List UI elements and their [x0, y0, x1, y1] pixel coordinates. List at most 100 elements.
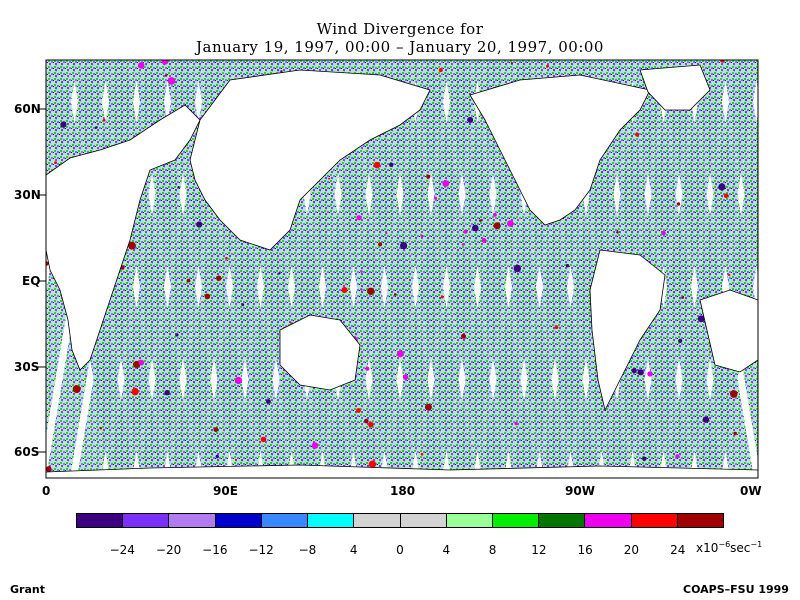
divergence-spot — [637, 369, 644, 376]
divergence-spot — [493, 222, 501, 230]
colorbar-swatch-2 — [169, 514, 216, 527]
colorbar-tick-label: 24 — [670, 543, 686, 557]
divergence-spot — [642, 456, 647, 461]
divergence-spot — [467, 116, 474, 123]
landmass-africa-europe — [46, 104, 201, 371]
divergence-spot — [396, 350, 404, 358]
divergence-spot — [360, 288, 363, 291]
colorbar-tick-label: −16 — [202, 543, 228, 557]
lat-ticks — [38, 108, 46, 453]
divergence-spot — [186, 278, 191, 283]
lon-label-180: 180 — [390, 484, 416, 498]
satellite-swath — [356, 60, 450, 478]
divergence-spot — [676, 202, 681, 206]
divergence-spot — [46, 466, 52, 472]
divergence-spot — [733, 431, 737, 436]
divergence-spot — [510, 62, 513, 65]
divergence-spot — [138, 62, 145, 69]
divergence-spot — [718, 183, 726, 191]
divergence-spot — [54, 161, 57, 165]
lon-label-90w: 90W — [565, 484, 595, 498]
colorbar-tick-label: 16 — [577, 543, 593, 557]
satellite-swath — [387, 60, 481, 478]
divergence-spot — [720, 60, 725, 63]
divergence-spot — [72, 385, 81, 394]
colorbar-tick-label: −24 — [109, 543, 135, 557]
landmass-north-america — [469, 74, 651, 226]
lat-label-30s: 30S — [14, 360, 40, 374]
colorbar — [76, 513, 724, 528]
divergence-spot — [389, 162, 394, 167]
units-prefix: x10 — [696, 541, 719, 555]
divergence-spot — [479, 219, 482, 222]
divergence-spot — [131, 387, 139, 396]
divergence-spot — [241, 303, 245, 307]
landmass-asia — [189, 69, 431, 251]
divergence-spot — [278, 272, 281, 275]
colorbar-swatch-0 — [77, 514, 124, 527]
divergence-spot — [328, 177, 331, 180]
divergence-spot — [164, 74, 168, 77]
divergence-spot — [424, 403, 432, 411]
satellite-swath — [418, 60, 512, 478]
divergence-spot — [513, 264, 521, 273]
landmass-south-america — [589, 249, 666, 412]
divergence-spot — [631, 368, 637, 374]
divergence-spot — [365, 366, 370, 371]
colorbar-swatch-11 — [585, 514, 632, 527]
colorbar-tick-label: 0 — [396, 543, 404, 557]
divergence-spot — [493, 213, 497, 217]
satellite-swath — [108, 60, 202, 478]
divergence-spot — [554, 325, 559, 330]
satellite-swath — [542, 60, 636, 478]
divergence-spot — [702, 416, 710, 423]
divergence-spot — [234, 458, 237, 461]
divergence-spot — [507, 220, 514, 227]
lat-label-30n: 30N — [14, 188, 41, 202]
divergence-spot — [164, 390, 170, 396]
divergence-spot — [472, 224, 479, 232]
divergence-spot — [463, 229, 468, 234]
divergence-spot — [128, 241, 136, 250]
divergence-spot — [175, 333, 179, 337]
divergence-spot — [681, 296, 684, 299]
divergence-spot — [728, 273, 731, 277]
colorbar-units: x10−6sec−1 — [696, 540, 762, 555]
divergence-spot — [94, 126, 98, 129]
colorbar-swatch-1 — [123, 514, 170, 527]
divergence-spot — [60, 121, 67, 128]
divergence-spot — [678, 338, 683, 343]
lat-label-eq: EQ — [22, 274, 41, 288]
divergence-spot — [138, 359, 145, 366]
title-line-2: January 19, 1997, 00:00 – January 20, 19… — [196, 38, 604, 56]
colorbar-swatch-9 — [492, 514, 540, 527]
divergence-spot — [723, 193, 729, 199]
colorbar-swatch-10 — [539, 514, 586, 527]
divergence-spot — [514, 421, 518, 426]
divergence-spot — [311, 442, 319, 449]
divergence-spot — [385, 232, 388, 235]
divergence-spot — [402, 374, 409, 380]
colorbar-swatch-6 — [354, 514, 401, 527]
divergence-spot — [204, 293, 211, 300]
divergence-spot — [393, 293, 397, 296]
divergence-spot — [280, 70, 283, 73]
divergence-spot — [661, 230, 666, 236]
landmass-greenland — [639, 64, 711, 111]
divergence-spot — [565, 264, 570, 268]
colorbar-swatch-3 — [215, 514, 262, 527]
divergence-spot — [546, 64, 549, 68]
divergence-spot — [635, 132, 640, 137]
divergence-spot — [378, 242, 383, 247]
divergence-spot — [360, 270, 363, 273]
title-line-1: Wind Divergence for — [316, 20, 484, 38]
divergence-spot — [675, 454, 680, 459]
lon-label-0w: 0W — [740, 484, 762, 498]
landmass-africa-east — [699, 289, 758, 373]
divergence-spot — [46, 261, 49, 266]
divergence-spot — [102, 118, 106, 122]
divergence-spot — [225, 256, 228, 260]
units-exponent: −6 — [718, 540, 731, 549]
divergence-spot — [260, 436, 267, 443]
divergence-spot — [368, 421, 374, 428]
